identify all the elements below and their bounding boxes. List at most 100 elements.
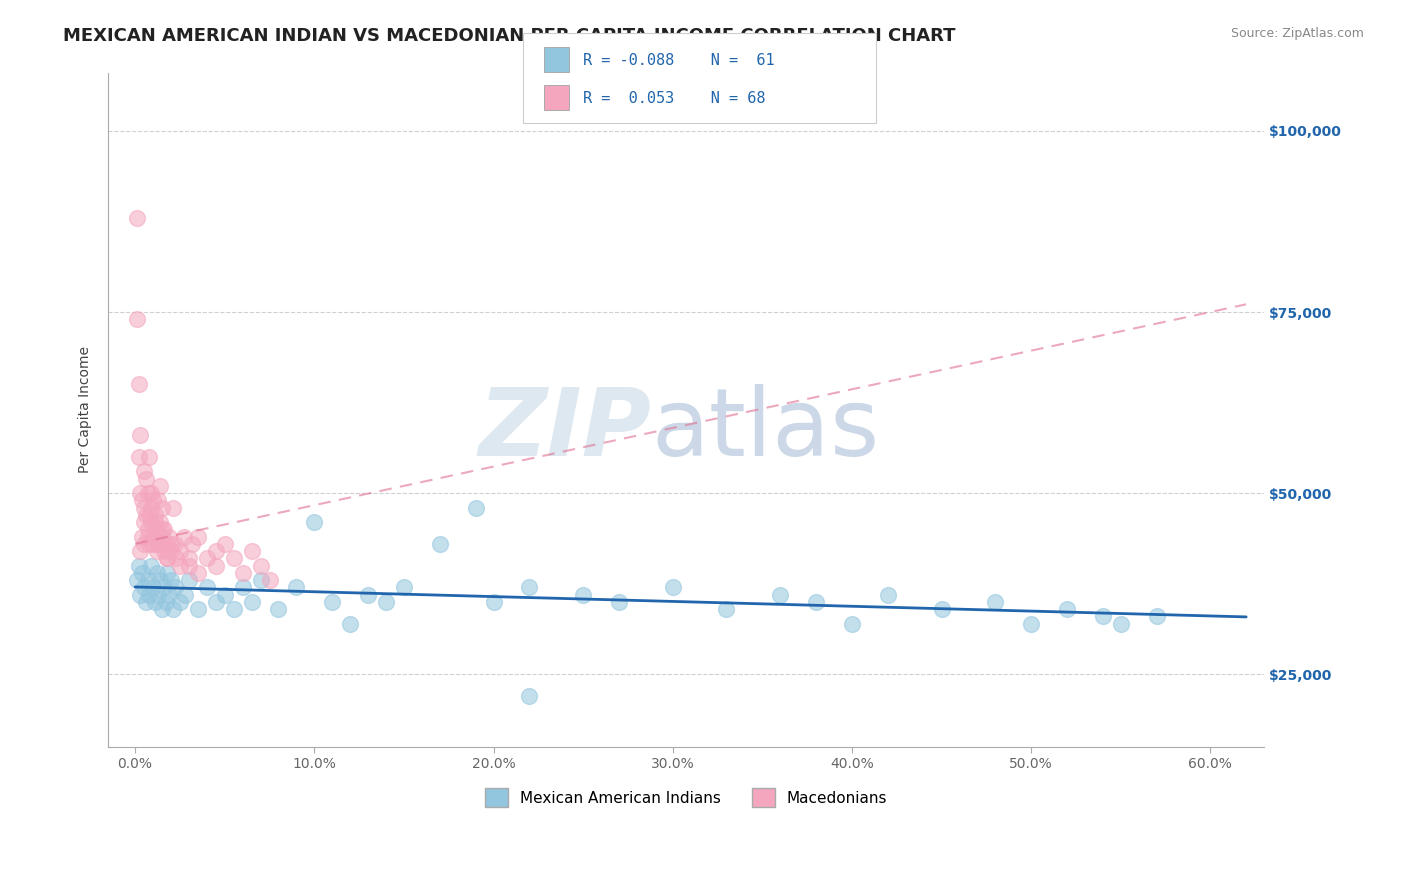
Point — [142, 580, 165, 594]
Point — [142, 530, 165, 544]
Point — [143, 530, 166, 544]
Point — [163, 580, 186, 594]
Point — [177, 573, 200, 587]
Point — [240, 544, 263, 558]
Point — [155, 595, 177, 609]
Point — [482, 595, 505, 609]
Point — [195, 580, 218, 594]
Point — [160, 573, 183, 587]
Point — [572, 588, 595, 602]
Point — [135, 508, 157, 522]
Point — [931, 602, 953, 616]
Point — [135, 472, 157, 486]
Point — [162, 500, 184, 515]
Point — [152, 544, 174, 558]
Point — [148, 537, 170, 551]
Point — [152, 522, 174, 536]
Point — [841, 616, 863, 631]
Point — [222, 551, 245, 566]
Text: MEXICAN AMERICAN INDIAN VS MACEDONIAN PER CAPITA INCOME CORRELATION CHART: MEXICAN AMERICAN INDIAN VS MACEDONIAN PE… — [63, 27, 956, 45]
Point — [204, 544, 226, 558]
Point — [138, 537, 160, 551]
Point — [125, 573, 148, 587]
Point — [141, 500, 163, 515]
Point — [249, 558, 271, 573]
Point — [138, 450, 160, 464]
Point — [160, 537, 183, 551]
Point — [232, 566, 254, 580]
Point — [136, 530, 159, 544]
Point — [125, 312, 148, 326]
Point — [357, 588, 380, 602]
Point — [150, 522, 173, 536]
Y-axis label: Per Capita Income: Per Capita Income — [79, 346, 93, 474]
Point — [204, 595, 226, 609]
Point — [181, 537, 204, 551]
Point — [1091, 609, 1114, 624]
Point — [145, 566, 167, 580]
Point — [517, 580, 540, 594]
Point — [157, 588, 180, 602]
Point — [136, 486, 159, 500]
Point — [132, 464, 155, 478]
Point — [267, 602, 290, 616]
Point — [285, 580, 308, 594]
Point — [177, 558, 200, 573]
Point — [142, 537, 165, 551]
Point — [517, 689, 540, 703]
Point — [661, 580, 683, 594]
Point — [145, 544, 167, 558]
Point — [607, 595, 630, 609]
Point — [195, 551, 218, 566]
Point — [149, 573, 172, 587]
Point — [128, 450, 150, 464]
Point — [129, 588, 152, 602]
Point — [1146, 609, 1168, 624]
Point — [148, 537, 170, 551]
Point — [214, 588, 236, 602]
Point — [392, 580, 415, 594]
Point — [304, 515, 326, 529]
Point — [232, 580, 254, 594]
Point — [148, 493, 170, 508]
Point — [162, 602, 184, 616]
Point — [128, 558, 150, 573]
Point — [375, 595, 398, 609]
Point — [716, 602, 738, 616]
Point — [155, 537, 177, 551]
Point — [143, 595, 166, 609]
Point — [1056, 602, 1078, 616]
Point — [136, 522, 159, 536]
Point — [187, 566, 209, 580]
Point — [149, 515, 172, 529]
Point — [141, 515, 163, 529]
Point — [204, 558, 226, 573]
Point — [131, 530, 153, 544]
Point — [132, 537, 155, 551]
Point — [160, 544, 183, 558]
Point — [156, 551, 179, 566]
Point — [169, 558, 191, 573]
Point — [143, 515, 166, 529]
Point — [132, 500, 155, 515]
Point — [152, 580, 174, 594]
Point — [1019, 616, 1042, 631]
Point — [149, 479, 172, 493]
Point — [259, 573, 281, 587]
Point — [222, 602, 245, 616]
Point — [145, 522, 167, 536]
Point — [804, 595, 827, 609]
Point — [169, 544, 191, 558]
Text: R =  0.053    N = 68: R = 0.053 N = 68 — [583, 91, 766, 106]
Point — [148, 588, 170, 602]
Point — [135, 595, 157, 609]
Point — [125, 211, 148, 225]
Point — [169, 595, 191, 609]
Point — [141, 486, 163, 500]
Point — [165, 551, 187, 566]
Point — [131, 566, 153, 580]
Point — [129, 428, 152, 442]
Point — [141, 558, 163, 573]
Point — [464, 500, 486, 515]
Point — [173, 530, 195, 544]
